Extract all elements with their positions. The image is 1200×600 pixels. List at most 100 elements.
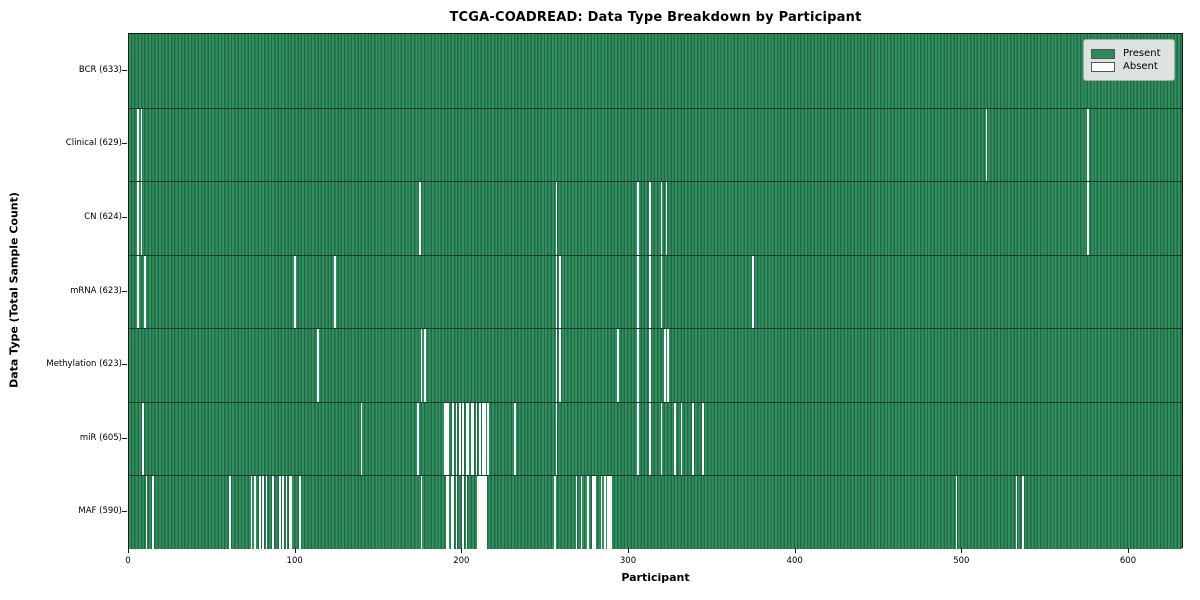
absent-stripe: [1015, 476, 1018, 549]
x-tick-mark: [294, 548, 296, 553]
row-methylation: [129, 328, 1182, 402]
absent-stripe: [250, 476, 253, 549]
absent-stripe: [594, 476, 596, 549]
absent-stripe: [482, 402, 485, 476]
absent-stripe: [680, 402, 683, 476]
x-tick-label-200: 200: [453, 556, 470, 566]
absent-stripe: [140, 182, 143, 255]
absent-stripe: [479, 476, 481, 549]
absent-stripe: [142, 402, 145, 476]
absent-stripe: [555, 255, 558, 329]
absent-stripe: [955, 476, 958, 549]
absent-stripe: [660, 402, 663, 476]
absent-stripe: [587, 476, 590, 549]
absent-stripe: [480, 476, 483, 549]
x-tick-mark: [628, 548, 629, 553]
absent-stripe: [285, 476, 288, 549]
absent-stripe: [254, 476, 256, 549]
x-tick-mark: [128, 548, 129, 553]
absent-stripe: [289, 476, 291, 549]
absent-stripe: [1087, 182, 1090, 255]
x-tick-mark: [461, 548, 463, 553]
x-tick-label-600: 600: [1119, 556, 1137, 566]
absent-stripe: [649, 402, 651, 476]
absent-stripe: [649, 182, 651, 255]
absent-swatch-icon: [1091, 61, 1115, 72]
absent-stripe: [137, 108, 140, 182]
y-tick-label-mir: miR (605): [79, 432, 122, 443]
absent-stripe: [592, 476, 595, 549]
absent-stripe: [279, 476, 281, 549]
y-tick-mark: [122, 511, 127, 513]
legend-label-present: Present: [1123, 48, 1161, 59]
absent-stripe: [229, 476, 231, 549]
y-tick-mark: [122, 143, 127, 145]
absent-stripe: [467, 402, 470, 476]
absent-stripe: [452, 402, 455, 476]
absent-stripe: [482, 476, 485, 549]
chart-title: TCGA-COADREAD: Data Type Breakdown by Pa…: [449, 10, 862, 25]
absent-stripe: [484, 402, 486, 476]
absent-stripe: [452, 476, 455, 549]
absent-stripe: [555, 402, 558, 476]
absent-stripe: [637, 182, 640, 255]
absent-stripe: [334, 255, 336, 329]
absent-stripe: [419, 182, 421, 255]
absent-stripe: [445, 476, 448, 549]
absent-stripe: [555, 329, 558, 402]
absent-stripe: [272, 476, 275, 549]
y-tick-label-clinical: Clinical (629): [65, 138, 122, 149]
absent-stripe: [420, 476, 423, 549]
absent-stripe: [472, 402, 475, 476]
absent-stripe: [479, 402, 481, 476]
x-tick-mark: [961, 548, 963, 553]
absent-stripe: [752, 255, 755, 329]
absent-stripe: [465, 402, 468, 476]
absent-stripe: [475, 402, 478, 476]
present-swatch-icon: [1091, 48, 1115, 59]
absent-stripe: [674, 402, 676, 476]
absent-stripe: [637, 329, 640, 402]
absent-stripe: [1022, 476, 1025, 549]
y-tick-label-cn: CN (624): [84, 211, 122, 222]
row-clinical: [129, 107, 1182, 182]
absent-stripe: [692, 402, 695, 476]
absent-stripe: [575, 476, 578, 549]
absent-stripe: [484, 476, 486, 549]
absent-stripe: [262, 476, 265, 549]
absent-stripe: [450, 476, 453, 549]
absent-stripe: [559, 255, 561, 329]
y-tick-mark: [122, 69, 127, 71]
x-tick-label-300: 300: [619, 556, 637, 566]
y-tick-label-methylation: Methylation (623): [46, 359, 122, 370]
y-tick-label-bcr: BCR (633): [78, 64, 122, 75]
x-tick-label-100: 100: [286, 556, 303, 566]
absent-stripe: [487, 402, 490, 476]
absent-stripe: [637, 255, 640, 329]
legend-label-absent: Absent: [1123, 61, 1158, 72]
absent-stripe: [559, 329, 561, 402]
absent-stripe: [462, 402, 465, 476]
legend: Present Absent: [1083, 39, 1175, 81]
x-tick-label-0: 0: [125, 556, 131, 566]
absent-stripe: [985, 108, 988, 182]
absent-stripe: [485, 476, 488, 549]
absent-stripe: [477, 476, 480, 549]
absent-stripe: [609, 476, 611, 549]
absent-stripe: [444, 402, 446, 476]
absent-stripe: [660, 182, 663, 255]
absent-stripe: [637, 402, 640, 476]
absent-stripe: [667, 329, 670, 402]
y-tick-mark: [122, 364, 127, 366]
absent-stripe: [702, 402, 705, 476]
absent-stripe: [580, 476, 583, 549]
absent-stripe: [420, 329, 423, 402]
absent-stripe: [140, 108, 143, 182]
y-tick-mark: [122, 437, 127, 439]
absent-stripe: [604, 476, 606, 549]
absent-stripe: [649, 329, 651, 402]
absent-stripe: [145, 476, 148, 549]
absent-stripe: [290, 476, 293, 549]
row-maf: [129, 475, 1182, 549]
